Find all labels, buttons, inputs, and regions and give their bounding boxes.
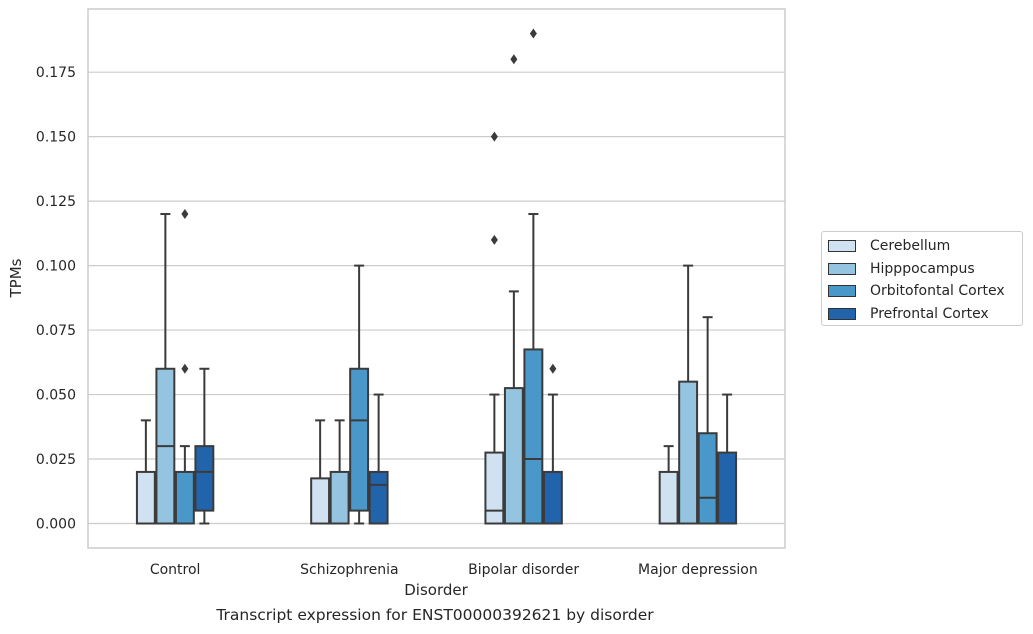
y-axis-label: TPMs <box>7 258 25 298</box>
box-1-1 <box>329 419 350 525</box>
box-0-2 <box>174 209 195 525</box>
plot-frame <box>87 8 786 549</box>
x-tick-label: Schizophrenia <box>300 562 398 578</box>
legend-label: Hipppocampus <box>870 260 975 277</box>
box-body <box>329 470 350 525</box>
chart-title: Transcript expression for ENST0000039262… <box>216 606 654 624</box>
box-body <box>194 445 215 512</box>
legend-label: Prefrontal Cortex <box>870 305 989 322</box>
box-0-1 <box>155 213 176 525</box>
y-tick-label: 0.075 <box>36 323 76 339</box>
box-body <box>697 432 718 525</box>
x-axis-ticks: Control Schizophrenia Bipolar disorder Majo… <box>150 562 758 578</box>
box-body <box>349 367 370 512</box>
legend-swatch <box>828 285 856 298</box>
box-body <box>523 348 544 525</box>
box-body <box>503 387 524 525</box>
box-body <box>310 477 331 525</box>
box-body <box>542 470 563 525</box>
legend-label: Cerebellum <box>870 238 951 255</box>
legend-swatch <box>828 307 856 320</box>
box-1-3 <box>368 393 389 525</box>
legend-item: Prefrontal Cortex <box>828 303 1022 326</box>
legend-item: Hipppocampus <box>828 258 1022 281</box>
legend-swatch <box>828 262 856 275</box>
legend-item: Orbitofontal Cortex <box>828 280 1022 303</box>
legend-label: Orbitofontal Cortex <box>870 283 1005 300</box>
box-2-0 <box>484 131 505 525</box>
box-body <box>484 451 505 525</box>
box-3-0 <box>658 445 679 525</box>
box-2-3 <box>542 363 563 525</box>
outlier-point <box>490 234 498 245</box>
y-tick-label: 0.050 <box>36 388 76 404</box>
y-tick-label: 0.150 <box>36 130 76 146</box>
x-tick-label: Control <box>150 562 201 578</box>
box-3-2 <box>697 316 718 525</box>
box-0-3 <box>194 367 215 525</box>
box-2-1 <box>503 54 524 525</box>
box-body <box>174 470 195 525</box>
x-tick-label: Bipolar disorder <box>468 562 579 578</box>
box-body <box>658 470 679 525</box>
outlier-point <box>181 363 189 374</box>
outlier-point <box>490 131 498 142</box>
box-3-3 <box>717 393 738 525</box>
y-axis-ticks: 0.000 0.025 0.050 0.075 0.100 0.125 0.150 0.175 <box>36 65 76 532</box>
legend-swatch <box>828 240 856 253</box>
box-1-0 <box>310 419 331 525</box>
box-body <box>678 380 699 525</box>
x-axis-label: Disorder <box>404 581 468 599</box>
box-1-2 <box>349 264 370 525</box>
legend-item: Cerebellum <box>828 235 1022 258</box>
box-body <box>135 470 156 525</box>
y-tick-label: 0.125 <box>36 194 76 210</box>
box-body <box>368 470 389 525</box>
box-0-0 <box>135 419 156 525</box>
outlier-point <box>181 209 189 220</box>
x-tick-label: Major depression <box>638 562 758 578</box>
box-3-1 <box>678 264 699 525</box>
outlier-point <box>529 28 537 39</box>
y-tick-label: 0.025 <box>36 452 76 468</box>
y-tick-label: 0.000 <box>36 517 76 533</box>
y-tick-label: 0.100 <box>36 259 76 275</box>
box-2-2 <box>523 28 544 525</box>
outlier-point <box>549 363 557 374</box>
y-tick-label: 0.175 <box>36 65 76 81</box>
outlier-point <box>510 54 518 65</box>
legend: Cerebellum Hipppocampus Orbitofontal Corte… <box>821 231 1023 326</box>
box-body <box>717 451 738 525</box>
box-plot-marks <box>135 28 738 525</box>
